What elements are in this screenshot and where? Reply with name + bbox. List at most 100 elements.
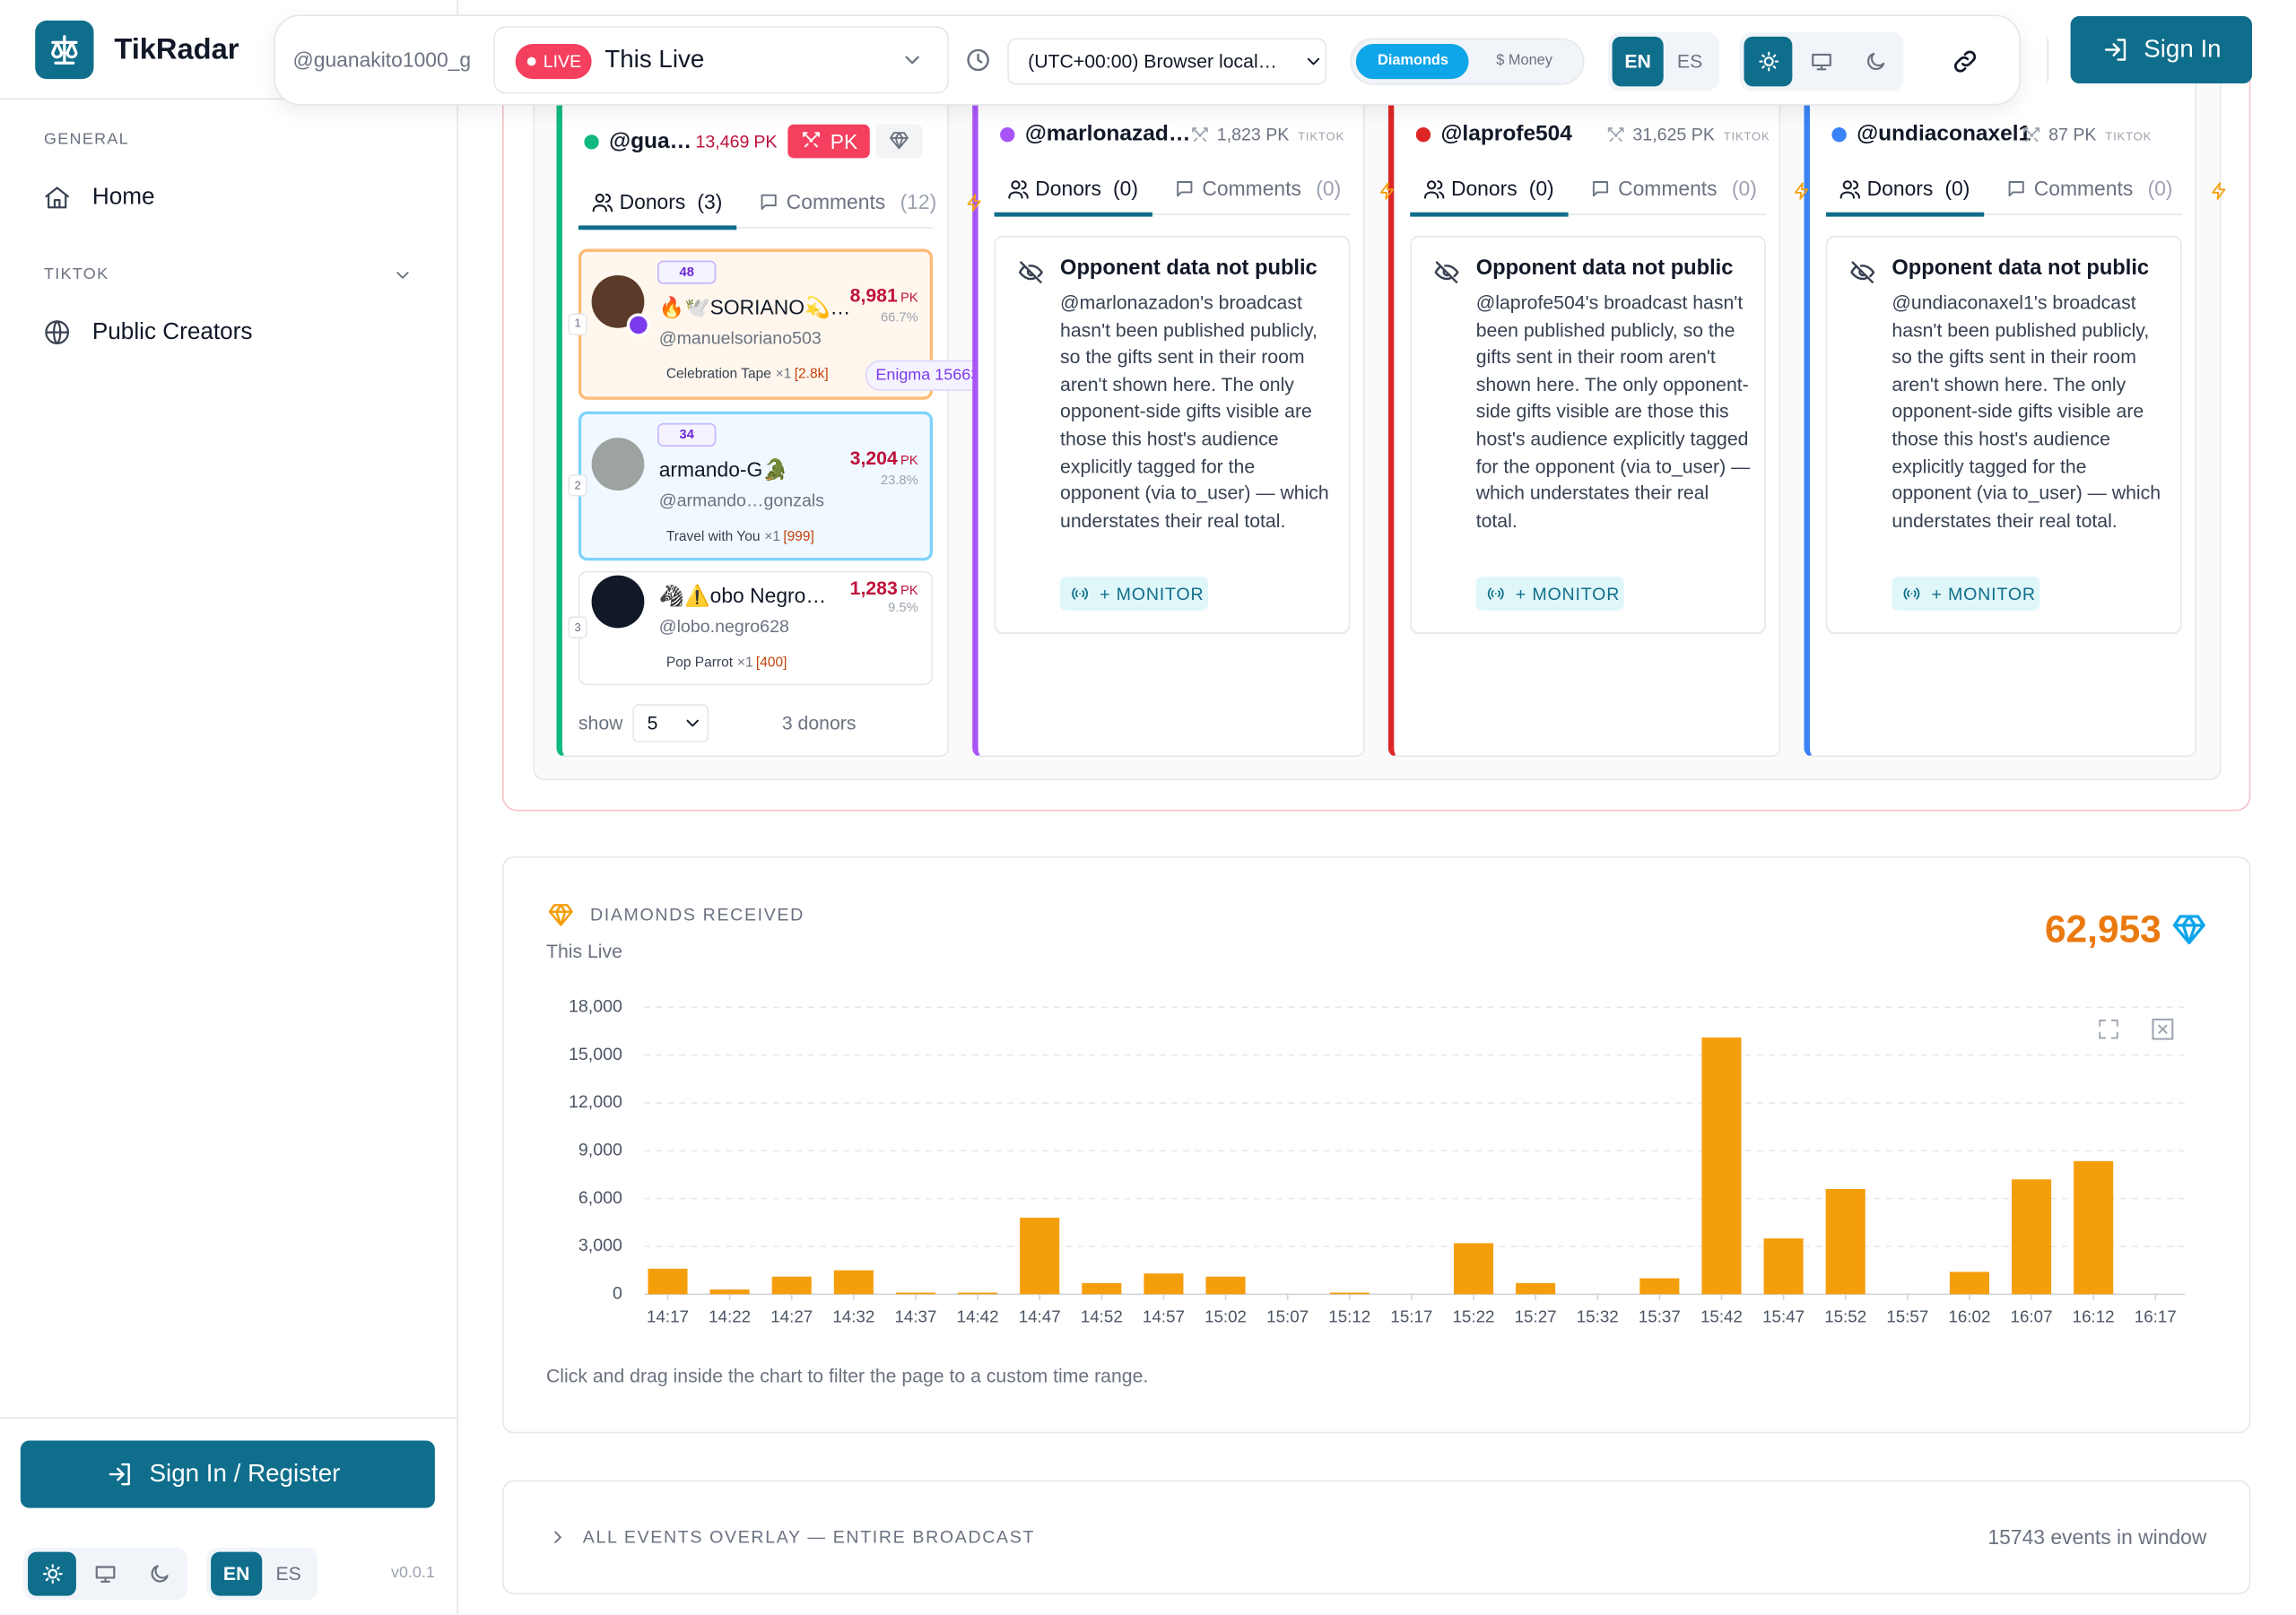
diamond-button[interactable] bbox=[875, 124, 923, 159]
monitor-icon bbox=[1902, 587, 1919, 600]
opponent-heading: Opponent data not public bbox=[1892, 256, 2150, 281]
sign-in-register-button[interactable] bbox=[20, 1440, 435, 1508]
bolt-icon-path bbox=[1794, 181, 1808, 199]
tab-label: Donors bbox=[1866, 176, 1934, 201]
moon-icon-path bbox=[151, 1565, 169, 1583]
sun-icon-path bbox=[42, 1564, 62, 1584]
avatar-badge bbox=[626, 313, 650, 337]
theme-active[interactable] bbox=[1744, 36, 1793, 87]
donor-score-unit: PK bbox=[900, 452, 918, 468]
host-dot bbox=[584, 135, 599, 150]
moon-icon bbox=[1867, 52, 1885, 70]
pk-card bbox=[502, 43, 2251, 812]
donors-icon-path bbox=[1423, 179, 1444, 198]
timezone-select[interactable] bbox=[1007, 38, 1327, 85]
version: v0.0.1 bbox=[390, 1564, 435, 1582]
bar bbox=[1329, 1292, 1370, 1295]
monitor-icon bbox=[95, 1566, 116, 1583]
reset-zoom-icon bbox=[2152, 1018, 2174, 1040]
lang-active[interactable] bbox=[1612, 36, 1664, 87]
donors-tab[interactable]: Donors (3) bbox=[620, 190, 723, 214]
monitor-button[interactable] bbox=[1475, 577, 1624, 611]
donors-icon bbox=[591, 193, 613, 212]
live-badge-text: LIVE bbox=[543, 50, 582, 72]
gift-name: Travel with You bbox=[665, 528, 761, 545]
x-tick-label: 15:17 bbox=[1390, 1307, 1432, 1325]
lang-active[interactable] bbox=[211, 1551, 263, 1596]
eye-off-icon-path bbox=[1018, 261, 1043, 283]
comments-tab[interactable]: Comments (0) bbox=[1202, 177, 1341, 201]
bar bbox=[1949, 1272, 1989, 1295]
donors-tab[interactable]: Donors (0) bbox=[1451, 177, 1554, 201]
x-tick-label: 14:37 bbox=[894, 1307, 936, 1325]
events-title: ALL EVENTS OVERLAY — ENTIRE BROADCAST bbox=[582, 1526, 1036, 1548]
donor-count: 3 donors bbox=[781, 711, 857, 734]
opponent-platform: TIKTOK bbox=[2105, 129, 2152, 143]
expand-chevron-path bbox=[554, 1531, 561, 1543]
host-score: 13,469 PK bbox=[696, 132, 778, 152]
monitor-button[interactable] bbox=[1060, 577, 1208, 611]
opponent-heading: Opponent data not public bbox=[1475, 256, 1734, 281]
bolt-icon bbox=[1794, 181, 1808, 199]
x-tick-label: 15:22 bbox=[1453, 1307, 1495, 1325]
donor-score: 1,283 PK bbox=[850, 577, 918, 600]
bolt-icon-path bbox=[2211, 181, 2225, 199]
select-chevron bbox=[1307, 57, 1320, 65]
sidebar-divider bbox=[0, 1417, 459, 1420]
x-tick-label: 14:22 bbox=[709, 1307, 751, 1325]
tab-label: Donors bbox=[1450, 176, 1518, 201]
y-tick-label: 0 bbox=[613, 1283, 622, 1303]
currency-active[interactable] bbox=[1355, 43, 1469, 80]
nav-item[interactable]: Home bbox=[91, 185, 155, 211]
y-tick-label: 15,000 bbox=[569, 1045, 622, 1064]
theme-active[interactable] bbox=[28, 1551, 76, 1596]
comments-tab[interactable]: Comments (0) bbox=[1618, 177, 1757, 201]
donor-level: 34 bbox=[679, 427, 694, 442]
nav-item[interactable]: Public Creators bbox=[91, 319, 253, 345]
tab-count: (0) bbox=[1528, 176, 1554, 201]
pk-icon bbox=[2022, 126, 2039, 142]
bar bbox=[1020, 1217, 1060, 1295]
x-tick-label: 14:52 bbox=[1081, 1307, 1123, 1325]
bar bbox=[1825, 1188, 1866, 1295]
tooltip-text: Enigma 15663 bbox=[875, 366, 980, 384]
monitor-icon-path bbox=[95, 1566, 116, 1583]
donors-tab[interactable]: Donors (0) bbox=[1867, 177, 1970, 201]
gift-count: ×1 bbox=[764, 528, 781, 545]
chart-subtitle: This Live bbox=[545, 940, 622, 962]
currency-option: Diamonds bbox=[1378, 52, 1448, 69]
donors-tab[interactable]: Donors (0) bbox=[1035, 177, 1138, 201]
lang-option: ES bbox=[275, 1562, 301, 1585]
monitor-text: + MONITOR bbox=[1515, 584, 1621, 604]
level-badge bbox=[657, 422, 717, 447]
comments-tab[interactable]: Comments (12) bbox=[787, 190, 936, 214]
chart-hint: Click and drag inside the chart to filte… bbox=[545, 1364, 1149, 1387]
pk-icon bbox=[802, 132, 821, 148]
gift-value: [400] bbox=[755, 655, 787, 672]
comments-icon-path bbox=[2008, 181, 2024, 197]
comments-icon-path bbox=[1177, 181, 1193, 197]
pk-badge[interactable] bbox=[787, 124, 870, 159]
opponent-pk-value: 31,625 PK bbox=[1632, 124, 1715, 145]
donors-icon-path bbox=[1007, 179, 1028, 198]
bar bbox=[709, 1289, 750, 1295]
comments-tab[interactable]: Comments (0) bbox=[2034, 177, 2173, 201]
opponent-platform: TIKTOK bbox=[1723, 129, 1770, 143]
bolt-icon bbox=[2211, 181, 2225, 199]
monitor-icon-path bbox=[1071, 587, 1088, 600]
pk-icon bbox=[1191, 126, 1207, 142]
bar bbox=[1144, 1273, 1184, 1295]
sign-in-button[interactable] bbox=[2070, 15, 2253, 84]
monitor-button[interactable] bbox=[1892, 577, 2040, 611]
x-tick-label: 14:17 bbox=[647, 1307, 689, 1325]
bar bbox=[833, 1270, 874, 1295]
pk-icon-path bbox=[1606, 126, 1623, 142]
comments-icon bbox=[2008, 181, 2024, 197]
opponent-heading: Opponent data not public bbox=[1060, 256, 1318, 281]
opponent-body: @laprofe504's broadcast hasn't been publ… bbox=[1475, 291, 1751, 532]
y-tick-label: 12,000 bbox=[569, 1092, 622, 1112]
donor-gift: Pop Parrot ×1 [400] bbox=[666, 655, 787, 672]
show-label: show bbox=[578, 711, 623, 734]
events-card[interactable] bbox=[502, 1480, 2251, 1594]
gift-value: [999] bbox=[783, 528, 814, 545]
